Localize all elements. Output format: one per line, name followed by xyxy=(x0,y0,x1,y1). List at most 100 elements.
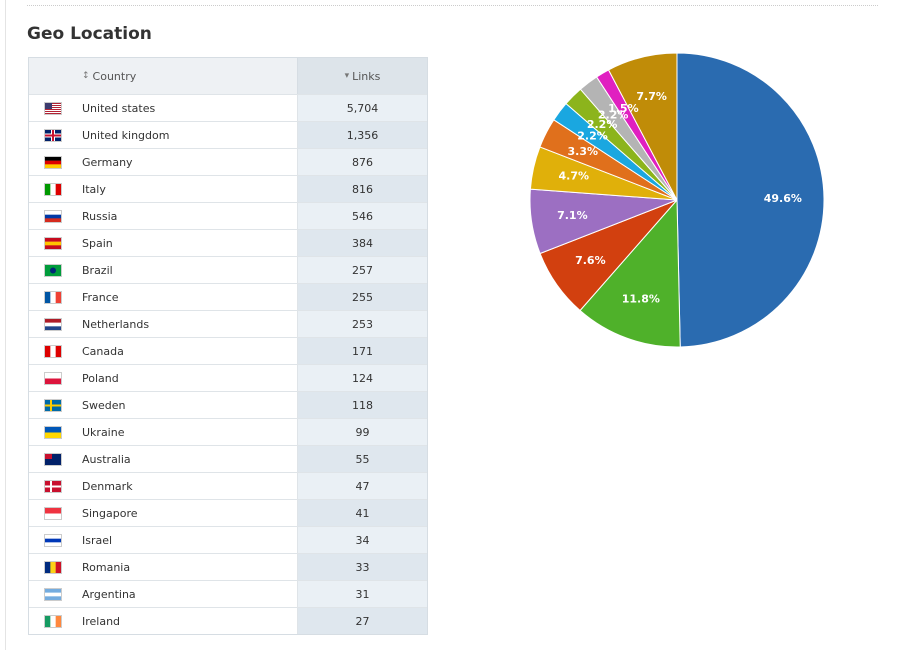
flag-icon xyxy=(43,425,62,439)
sort-header[interactable]: ↕ Country xyxy=(76,58,298,94)
slice-label: 49.6% xyxy=(764,192,802,205)
geo-table: ↕ Country ▾ Links United states 5,704 United… xyxy=(28,57,428,635)
flag-cell xyxy=(29,392,76,418)
flag-cell xyxy=(29,473,76,499)
links-cell: 546 xyxy=(298,203,427,229)
table-row: Israel 34 xyxy=(29,526,427,553)
links-cell: 124 xyxy=(298,365,427,391)
table-row: Australia 55 xyxy=(29,445,427,472)
table-row: Denmark 47 xyxy=(29,472,427,499)
flag-part xyxy=(44,291,51,303)
flag-part xyxy=(44,217,61,222)
country-cell: United states xyxy=(76,95,298,121)
flag-part xyxy=(44,104,61,106)
flag-part xyxy=(44,214,61,219)
country-cell: Argentina xyxy=(76,581,298,607)
links-cell: 55 xyxy=(298,446,427,472)
flag-part xyxy=(44,156,61,161)
pie-slice xyxy=(529,188,678,255)
pie-slice xyxy=(539,199,678,312)
flag-cell xyxy=(29,122,76,148)
flag-part xyxy=(44,102,52,109)
flag-icon xyxy=(43,128,62,142)
table-row: Poland 124 xyxy=(29,364,427,391)
flag-part xyxy=(44,485,61,487)
table-row: France 255 xyxy=(29,283,427,310)
flag-part xyxy=(44,595,61,600)
column-label: Links xyxy=(352,69,381,83)
table-row: Argentina 31 xyxy=(29,580,427,607)
flag-cell xyxy=(29,176,76,202)
flag-cell xyxy=(29,338,76,364)
flag-part xyxy=(55,183,61,195)
links-cell: 255 xyxy=(298,284,427,310)
links-cell: 171 xyxy=(298,338,427,364)
table-row: Sweden 118 xyxy=(29,391,427,418)
table-row: Ukraine 99 xyxy=(29,418,427,445)
pie-slice xyxy=(553,102,678,201)
pie-slice xyxy=(595,69,678,201)
flag-part xyxy=(44,507,61,514)
table-header: ↕ Country ▾ Links xyxy=(29,58,427,94)
country-cell: United kingdom xyxy=(76,122,298,148)
flag-part xyxy=(44,513,61,519)
links-cell: 876 xyxy=(298,149,427,175)
flag-icon xyxy=(43,560,62,574)
flag-icon xyxy=(43,101,62,115)
links-cell: 257 xyxy=(298,257,427,283)
table-row: Germany 876 xyxy=(29,148,427,175)
flag-part xyxy=(44,372,61,379)
flag-cell xyxy=(29,608,76,634)
flag-icon xyxy=(43,533,62,547)
flag-part xyxy=(55,561,61,573)
flag-cell xyxy=(29,554,76,580)
section-title: Geo Location xyxy=(27,24,152,44)
flag-part xyxy=(55,291,61,303)
pie-slice xyxy=(539,119,678,201)
pie-slice xyxy=(607,52,678,201)
flag-icon xyxy=(43,344,62,358)
country-cell: Ireland xyxy=(76,608,298,634)
flag-part xyxy=(49,561,56,573)
slice-label: 7.7% xyxy=(636,90,667,103)
slice-label: 2.2% xyxy=(577,129,608,142)
table-row: Brazil 257 xyxy=(29,256,427,283)
links-cell: 33 xyxy=(298,554,427,580)
flag-part xyxy=(44,244,61,249)
slice-label: 2.2% xyxy=(587,118,618,131)
slice-label: 4.7% xyxy=(558,170,589,183)
divider xyxy=(27,5,878,6)
flag-icon xyxy=(43,479,62,493)
flag-part xyxy=(44,541,61,546)
flag-icon xyxy=(43,236,62,250)
slice-label: 3.3% xyxy=(568,145,599,158)
flag-icon xyxy=(43,587,62,601)
table-row: Netherlands 253 xyxy=(29,310,427,337)
flag-part xyxy=(44,112,61,114)
flag-part xyxy=(44,561,51,573)
flag-part xyxy=(44,404,61,406)
country-cell: France xyxy=(76,284,298,310)
links-cell: 118 xyxy=(298,392,427,418)
flag-icon xyxy=(43,317,62,331)
links-cell: 1,356 xyxy=(298,122,427,148)
country-cell: Poland xyxy=(76,365,298,391)
country-cell: Denmark xyxy=(76,473,298,499)
flag-part xyxy=(49,345,56,357)
flag-cell xyxy=(29,149,76,175)
country-cell: Canada xyxy=(76,338,298,364)
sort-header[interactable]: ▾ Links xyxy=(298,58,427,94)
flag-part xyxy=(44,432,61,438)
slice-label: 7.6% xyxy=(575,254,606,267)
links-cell: 27 xyxy=(298,608,427,634)
flag-icon xyxy=(43,614,62,628)
flag-icon xyxy=(43,182,62,196)
flag-cell xyxy=(29,446,76,472)
links-cell: 47 xyxy=(298,473,427,499)
country-cell: Netherlands xyxy=(76,311,298,337)
flag-part xyxy=(44,237,61,242)
links-cell: 34 xyxy=(298,527,427,553)
flag-part xyxy=(44,110,61,112)
pie-slice xyxy=(579,76,678,201)
